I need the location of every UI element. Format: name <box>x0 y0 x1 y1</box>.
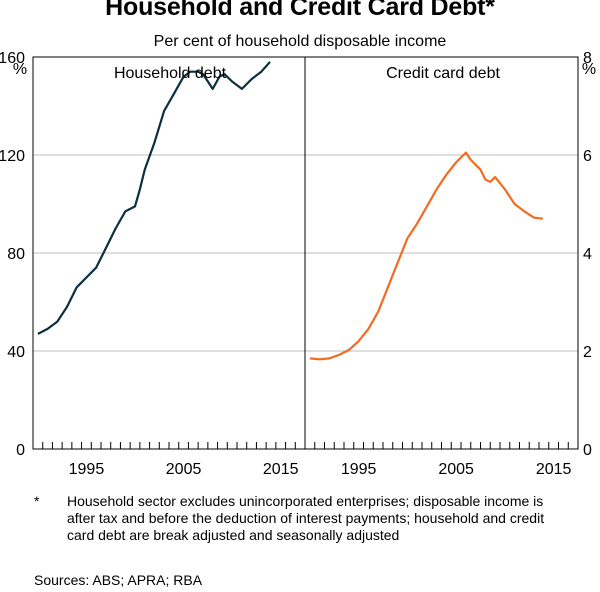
panel-title-right: Credit card debt <box>386 65 500 82</box>
plot-frame <box>32 56 579 450</box>
x-tick-label-left-2005: 2005 <box>166 461 202 478</box>
chart-title: Household and Credit Card Debt* <box>105 0 495 21</box>
y-tick-label-left-80: 80 <box>7 246 25 263</box>
panel-title-left: Household debt <box>114 65 227 82</box>
y-tick-label-right-6: 6 <box>583 148 592 165</box>
y-tick-label-right-8: 8 <box>583 50 592 67</box>
y-tick-label-right-2: 2 <box>583 344 592 361</box>
y-unit-label-right: % <box>582 61 596 78</box>
y-tick-label-left-120: 120 <box>0 148 25 165</box>
series-lines <box>37 61 544 361</box>
y-tick-label-left-0: 0 <box>16 442 25 459</box>
y-tick-label-right-0: 0 <box>583 442 592 459</box>
sources: Sources: ABS; APRA; RBA <box>34 572 203 588</box>
x-tick-label-right-1995: 1995 <box>341 461 377 478</box>
tick-marks <box>42 442 569 449</box>
chart-subtitle: Per cent of household disposable income <box>153 33 447 50</box>
x-tick-label-left-2015: 2015 <box>263 461 299 478</box>
footnote-mark: * <box>34 493 40 509</box>
y-tick-label-right-4: 4 <box>583 246 592 263</box>
gridlines <box>33 154 578 352</box>
x-tick-label-right-2005: 2005 <box>438 461 474 478</box>
x-tick-label-left-1995: 1995 <box>69 461 105 478</box>
x-tick-label-right-2015: 2015 <box>536 461 572 478</box>
y-unit-label-left: % <box>13 61 27 78</box>
footnote-text: Household sector excludes unincorporated… <box>67 493 545 543</box>
series-line-left <box>37 61 271 335</box>
y-tick-label-left-40: 40 <box>7 344 25 361</box>
y-tick-label-left-160: 160 <box>0 50 25 67</box>
series-line-right <box>309 151 544 361</box>
